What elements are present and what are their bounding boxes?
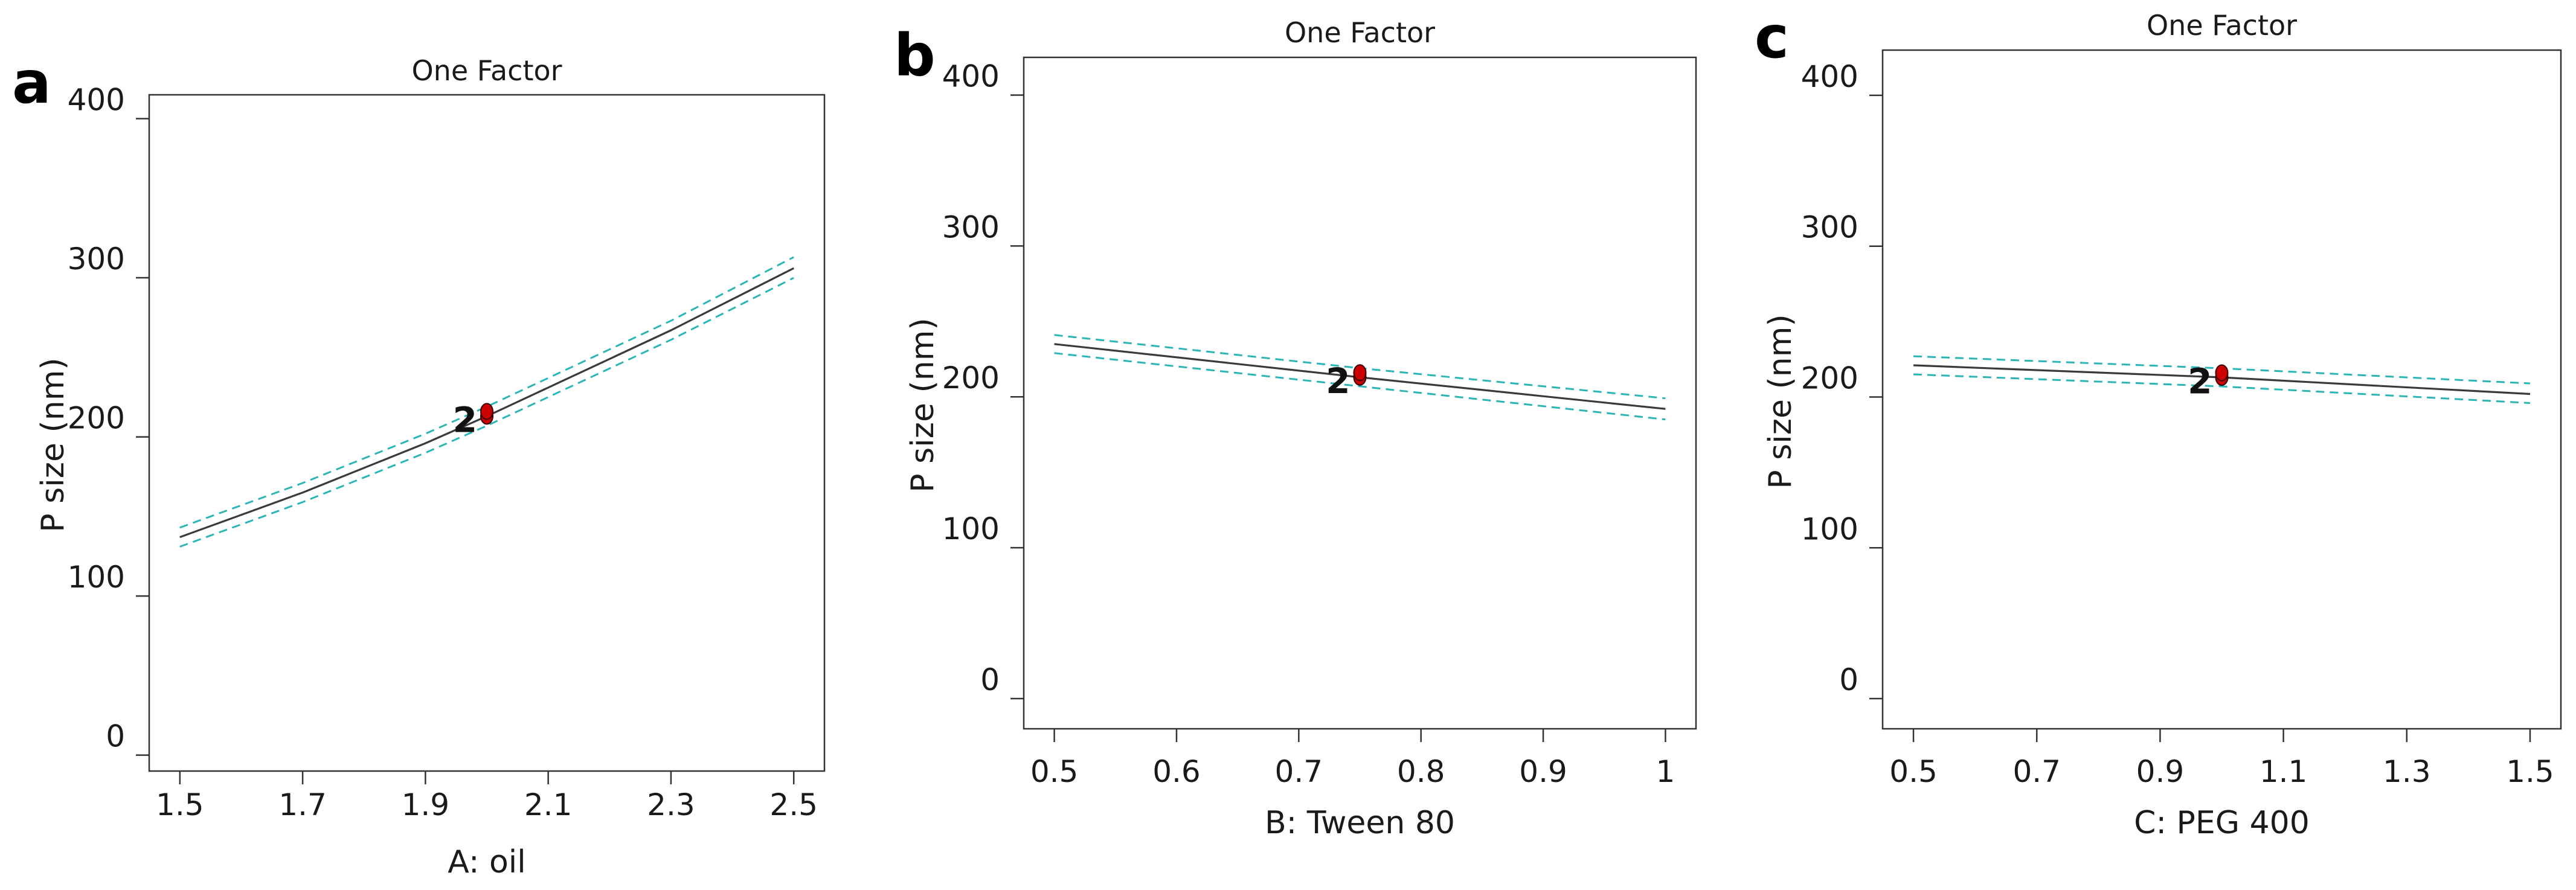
panel-b: b One Factor 0 100 200 300 400 0.5 0.6 0.7 0.8 0.9 1… xyxy=(894,16,1697,841)
panel-label: b xyxy=(894,22,936,89)
x-tick-label: 0.6 xyxy=(1152,754,1201,789)
x-tick-label: 1.1 xyxy=(2260,754,2308,789)
panel-label: a xyxy=(12,49,51,117)
y-tick-label: 0 xyxy=(1839,662,1858,697)
y-tick-label: 400 xyxy=(942,59,1000,94)
y-tick-label: 200 xyxy=(68,401,125,436)
y-axis-title: P size (nm) xyxy=(1762,314,1799,488)
y-tick-label: 300 xyxy=(68,242,125,277)
design-point xyxy=(480,403,493,420)
x-tick-label: 0.9 xyxy=(1519,754,1567,789)
plot-frame xyxy=(148,94,826,772)
x-tick-label: 0.8 xyxy=(1397,754,1445,789)
chart-title: One Factor xyxy=(2147,9,2297,42)
y-tick-label: 100 xyxy=(1801,511,1858,546)
x-tick-label: 1.5 xyxy=(156,787,204,822)
x-tick-label: 0.7 xyxy=(1275,754,1323,789)
lower-ci-line xyxy=(179,277,794,548)
design-point xyxy=(1353,364,1367,382)
upper-ci-line xyxy=(179,256,794,529)
chart-title: One Factor xyxy=(411,54,562,87)
y-tick-label: 300 xyxy=(1801,210,1858,245)
x-tick-label: 1.7 xyxy=(278,787,327,822)
lower-ci-line xyxy=(1913,373,2531,404)
panel-a: a One Factor 0 100 200 300 400 1.5 1.7 1.9 2.1 2.3 2… xyxy=(12,49,826,880)
y-tick-label: 400 xyxy=(1801,59,1858,94)
x-tick-label: 1.3 xyxy=(2383,754,2431,789)
y-axis-title: P size (nm) xyxy=(35,357,71,532)
x-axis-title: B: Tween 80 xyxy=(1265,805,1455,841)
y-tick-label: 200 xyxy=(942,360,1000,395)
predicted-line xyxy=(179,267,794,539)
y-tick-label: 100 xyxy=(942,511,1000,546)
plot-frame xyxy=(1023,56,1697,730)
panel-label: c xyxy=(1755,4,1789,71)
x-tick-label: 1.9 xyxy=(402,787,450,822)
y-axis-title: P size (nm) xyxy=(905,318,941,492)
y-tick-label: 0 xyxy=(106,719,125,754)
y-tick-label: 200 xyxy=(1801,360,1858,395)
x-tick-label: 0.7 xyxy=(2012,754,2061,789)
lower-ci-line xyxy=(1054,352,1666,421)
chart-title: One Factor xyxy=(1285,16,1435,49)
x-tick-label: 0.5 xyxy=(1030,754,1079,789)
x-tick-label: 2.1 xyxy=(524,787,573,822)
x-axis-title: C: PEG 400 xyxy=(2134,805,2310,841)
x-tick-label: 0.9 xyxy=(2136,754,2185,789)
panel-c: c One Factor 0 100 200 300 400 0.5 0.7 0.9 1.1 1.3 1… xyxy=(1755,4,2562,841)
x-tick-label: 2.3 xyxy=(647,787,695,822)
x-tick-label: 1 xyxy=(1656,754,1675,789)
x-tick-label: 1.5 xyxy=(2506,754,2554,789)
y-tick-label: 300 xyxy=(942,210,1000,245)
y-tick-label: 100 xyxy=(68,560,125,595)
x-tick-label: 0.5 xyxy=(1889,754,1938,789)
x-tick-label: 2.5 xyxy=(769,787,818,822)
y-tick-label: 400 xyxy=(68,83,125,118)
y-tick-label: 0 xyxy=(980,662,1000,697)
design-point xyxy=(2215,364,2229,382)
design-point-count-label: 2 xyxy=(2188,360,2212,402)
plot-frame xyxy=(1881,49,2562,730)
design-point-count-label: 2 xyxy=(1326,360,1350,402)
design-point-count-label: 2 xyxy=(453,399,477,440)
x-axis-title: A: oil xyxy=(448,844,525,880)
